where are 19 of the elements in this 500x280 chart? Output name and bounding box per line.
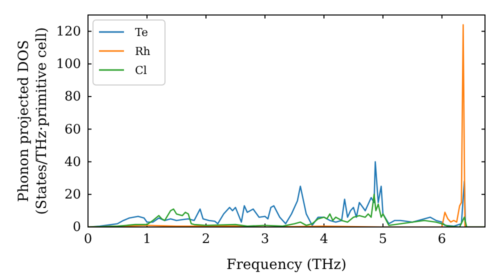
y-tick-label: 40 [64, 154, 81, 170]
x-tick-label: 2 [202, 232, 210, 248]
y-tick-label: 120 [56, 24, 81, 40]
x-tick-label: 5 [378, 232, 388, 248]
x-tick-label: 0 [84, 232, 92, 248]
x-tick-label: 6 [438, 232, 446, 248]
x-tick-label: 1 [142, 232, 152, 248]
y-axis-title: Phonon projected DOS (States/THz·primitive cell) [16, 27, 50, 215]
y-tick-label: 0 [72, 220, 81, 236]
y-tick-label: 80 [64, 90, 81, 105]
legend-label: Cl [135, 64, 148, 77]
x-tick-label: 4 [320, 232, 328, 248]
x-tick-label: 3 [260, 232, 270, 248]
y-tick-label: 100 [56, 57, 81, 72]
y-tick-label: 60 [64, 122, 81, 138]
x-axis-title: Frequency (THz) [226, 257, 347, 273]
y-tick-label: 20 [64, 188, 81, 203]
legend-label: Te [135, 26, 148, 39]
legend-label: Rh [135, 45, 150, 58]
